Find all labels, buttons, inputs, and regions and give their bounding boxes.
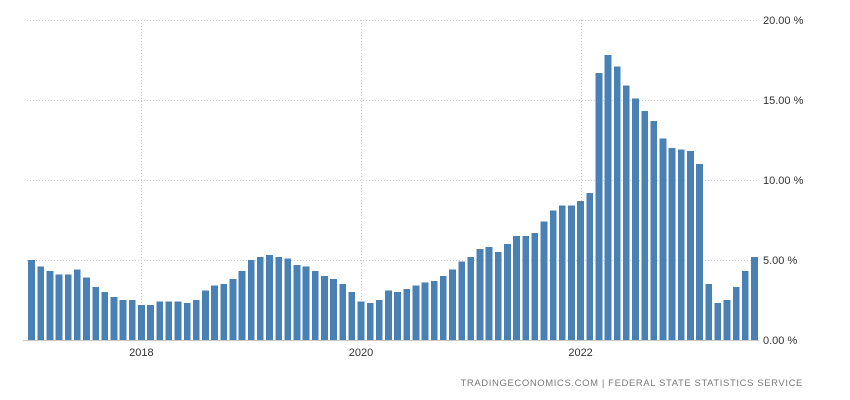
bar bbox=[549, 210, 557, 340]
bar bbox=[568, 205, 575, 340]
bar bbox=[659, 138, 667, 340]
bar bbox=[46, 271, 54, 340]
bar bbox=[128, 300, 136, 340]
bar bbox=[311, 271, 319, 340]
y-tick-label: 10.00 % bbox=[763, 175, 804, 187]
bar bbox=[266, 255, 273, 340]
bar bbox=[28, 260, 35, 340]
bar bbox=[494, 252, 502, 340]
bar bbox=[641, 111, 648, 340]
bar bbox=[449, 269, 456, 340]
bar bbox=[696, 164, 703, 340]
bar bbox=[467, 256, 475, 340]
bar bbox=[73, 269, 81, 340]
bar bbox=[119, 300, 127, 340]
x-tick-label: 2020 bbox=[349, 347, 373, 359]
y-tick-label: 0.00 % bbox=[763, 335, 797, 347]
bar bbox=[138, 304, 145, 340]
y-tick-label: 20.00 % bbox=[763, 15, 804, 27]
grid-layer bbox=[27, 20, 759, 340]
bar bbox=[92, 287, 99, 340]
bar bbox=[321, 276, 328, 340]
bar bbox=[586, 192, 594, 340]
bar bbox=[476, 248, 484, 340]
bar bbox=[650, 120, 658, 340]
x-tick-label: 2018 bbox=[129, 347, 153, 359]
bar bbox=[714, 303, 722, 340]
y-tick-label: 15.00 % bbox=[763, 95, 804, 107]
bar bbox=[229, 279, 237, 340]
bar bbox=[677, 149, 685, 340]
bars-layer bbox=[28, 55, 758, 341]
bar bbox=[732, 287, 740, 340]
bar bbox=[247, 260, 255, 340]
x-tick-label: 2022 bbox=[568, 347, 592, 359]
bar bbox=[687, 151, 694, 340]
bar bbox=[110, 296, 118, 340]
bar bbox=[403, 288, 411, 340]
bar bbox=[504, 244, 511, 340]
bar bbox=[275, 256, 282, 340]
bar bbox=[430, 280, 438, 340]
bar bbox=[558, 205, 566, 340]
bar bbox=[604, 55, 612, 340]
bar bbox=[174, 301, 182, 340]
bar bbox=[375, 300, 383, 340]
bar bbox=[632, 98, 639, 341]
bar bbox=[256, 256, 264, 340]
bar bbox=[55, 274, 63, 340]
bar bbox=[595, 72, 603, 341]
bar bbox=[238, 271, 246, 340]
bar bbox=[183, 303, 191, 340]
bar bbox=[412, 285, 420, 340]
bar bbox=[439, 276, 447, 340]
bar bbox=[357, 301, 365, 340]
bar bbox=[37, 266, 45, 340]
y-tick-label: 5.00 % bbox=[763, 255, 797, 267]
bar bbox=[531, 232, 539, 340]
bar bbox=[751, 256, 758, 340]
bar bbox=[147, 304, 154, 340]
bar bbox=[394, 292, 401, 340]
bar bbox=[330, 279, 337, 340]
bar bbox=[83, 277, 90, 340]
bar bbox=[211, 285, 218, 340]
bar bbox=[622, 85, 630, 340]
bar bbox=[723, 300, 731, 340]
bar bbox=[220, 284, 228, 340]
bar bbox=[668, 148, 676, 340]
bar bbox=[302, 266, 310, 340]
bar bbox=[101, 292, 109, 340]
bar bbox=[156, 301, 164, 340]
bar bbox=[741, 271, 749, 340]
bar bbox=[165, 301, 173, 340]
bar bbox=[522, 236, 530, 340]
bar bbox=[284, 258, 292, 340]
bar bbox=[339, 284, 347, 340]
labels-layer: 0.00 % 5.00 % 10.00 % 15.00 % 20.00 % 2018 202… bbox=[129, 15, 803, 359]
bar bbox=[540, 221, 548, 340]
bar bbox=[366, 303, 374, 340]
bar bbox=[513, 236, 520, 340]
bar bbox=[458, 261, 465, 340]
bar bbox=[485, 247, 493, 340]
bar bbox=[202, 290, 209, 340]
bar bbox=[64, 274, 72, 340]
bar bbox=[385, 290, 392, 340]
bar bbox=[421, 282, 429, 340]
bar bbox=[613, 66, 621, 341]
bar bbox=[705, 284, 713, 340]
bar bbox=[192, 300, 200, 340]
bar bbox=[348, 292, 356, 340]
source-attribution: TRADINGECONOMICS.COM | FEDERAL STATE STA… bbox=[460, 378, 803, 389]
bar bbox=[293, 264, 301, 340]
bar bbox=[577, 200, 584, 340]
